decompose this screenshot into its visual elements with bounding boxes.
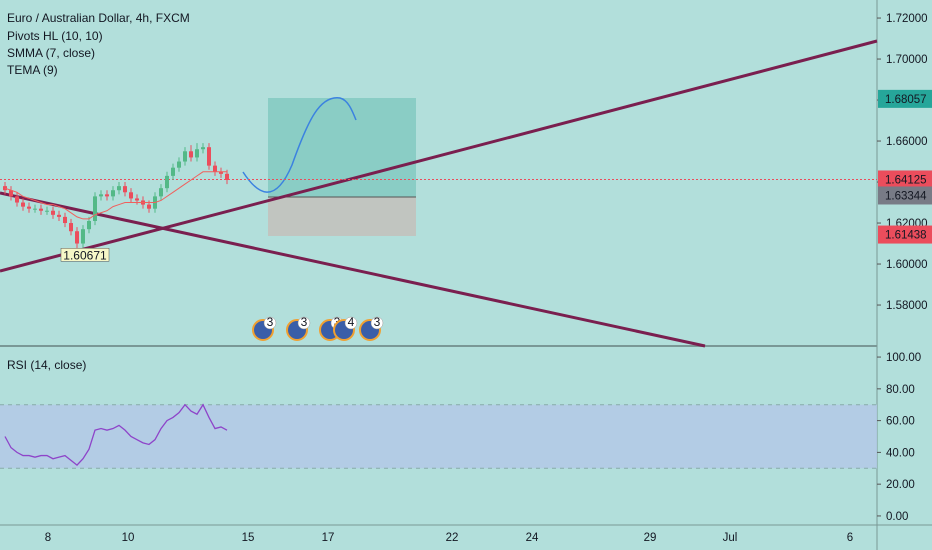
candle-body: [171, 167, 175, 176]
date-label: 29: [644, 532, 657, 544]
price-tag: [878, 225, 932, 244]
event-badge: [370, 316, 384, 330]
trend-line-down[interactable]: [0, 191, 706, 348]
indicator-legend: Pivots HL (10, 10): [7, 29, 103, 43]
indicator-legend: SMMA (7, close): [7, 46, 95, 60]
pivot-label: 1.60671: [63, 248, 107, 262]
date-label: 24: [526, 532, 539, 544]
rsi-tick-label: 80.00: [886, 384, 915, 396]
candle-body: [63, 216, 67, 224]
candle-body: [9, 190, 13, 197]
trend-line-up[interactable]: [0, 39, 878, 273]
price-tick-label: 1.72000: [886, 13, 928, 25]
chart-title: Euro / Australian Dollar, 4h, FXCM: [7, 11, 190, 25]
candle-body: [99, 194, 103, 197]
candle-body: [105, 194, 109, 197]
candle-body: [51, 210, 55, 215]
price-tag-label: 1.68057: [885, 94, 927, 106]
candle-body: [81, 229, 85, 244]
date-label: Jul: [723, 532, 738, 544]
rsi-line: [4, 403, 228, 466]
candle-body: [27, 206, 31, 209]
rsi-legend: RSI (14, close): [7, 358, 86, 372]
price-tick-label: 1.60000: [886, 259, 928, 271]
rsi-tick-label: 100.00: [886, 352, 921, 364]
candle-body: [123, 186, 127, 193]
position-stop-zone[interactable]: [268, 197, 416, 236]
candle-body: [39, 208, 43, 211]
event-count: 3: [374, 315, 381, 329]
candle-body: [165, 175, 169, 189]
date-label: 17: [322, 532, 335, 544]
date-label: 8: [45, 532, 51, 544]
candle-body: [33, 208, 37, 210]
rsi-tick-label: 40.00: [886, 447, 915, 459]
event-badge: [297, 316, 311, 330]
indicator-legend: TEMA (9): [7, 63, 58, 77]
candle-body: [45, 210, 49, 212]
event-count: 4: [348, 315, 355, 329]
candle-body: [219, 171, 223, 174]
date-label: 6: [847, 532, 853, 544]
candle-body: [225, 173, 229, 180]
event-count: 3: [267, 315, 274, 329]
candle-body: [183, 151, 187, 162]
rsi-band: [0, 404, 877, 469]
candle-body: [147, 204, 151, 209]
smma-line: [4, 171, 227, 220]
candle-body: [111, 190, 115, 197]
candle-body: [213, 165, 217, 172]
candle-body: [69, 223, 73, 232]
candle-body: [15, 196, 19, 203]
rsi-tick-label: 60.00: [886, 416, 915, 428]
price-tag: [878, 89, 932, 108]
candle-body: [21, 202, 25, 207]
pivot-label-box: [60, 248, 110, 262]
candle-body: [75, 231, 79, 244]
candle-body: [117, 186, 121, 191]
event-badge: [263, 316, 277, 330]
date-label: 10: [122, 532, 135, 544]
candle-body: [207, 147, 211, 166]
price-tag-label: 1.63344: [885, 190, 927, 202]
price-tick-label: 1.58000: [886, 300, 928, 312]
date-label: 15: [242, 532, 255, 544]
candle-body: [159, 188, 163, 197]
candle-body: [195, 149, 199, 158]
price-tag-label: 1.64125: [885, 174, 927, 186]
date-label: 22: [446, 532, 459, 544]
event-count: 3: [301, 315, 308, 329]
rsi-tick-label: 0.00: [886, 511, 908, 523]
projection-curve[interactable]: [242, 97, 357, 193]
event-badge: [344, 316, 358, 330]
candle-body: [129, 192, 133, 199]
price-tag: [878, 170, 932, 189]
candle-body: [189, 151, 193, 158]
candle-body: [57, 214, 61, 217]
events: 33343: [252, 315, 384, 341]
price-tick-label: 1.66000: [886, 136, 928, 148]
candle-body: [87, 220, 91, 230]
price-tick-label: 1.70000: [886, 54, 928, 66]
rsi-tick-label: 20.00: [886, 479, 915, 491]
candle-body: [135, 198, 139, 201]
candle-body: [177, 161, 181, 168]
candle-body: [93, 196, 97, 221]
candle-body: [201, 147, 205, 150]
price-tag-label: 1.61438: [885, 230, 927, 242]
price-tag: [878, 186, 932, 205]
